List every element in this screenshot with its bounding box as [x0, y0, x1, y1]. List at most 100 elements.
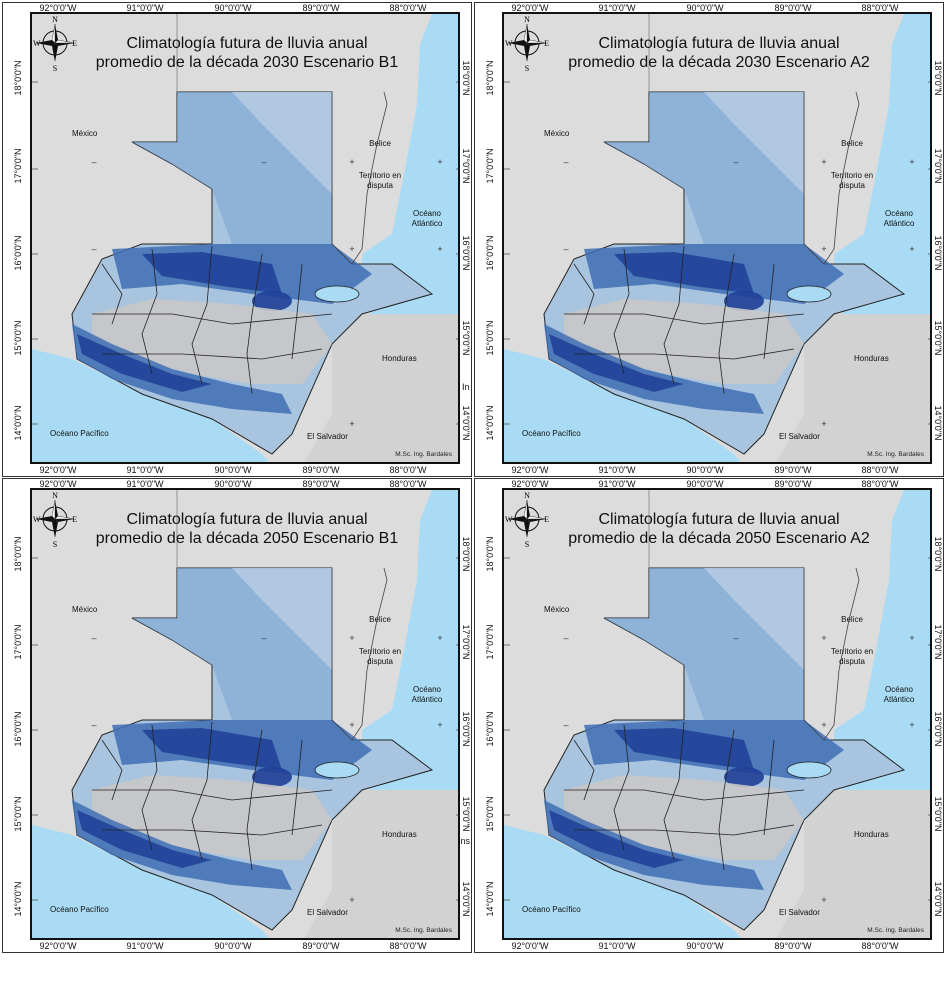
- lon-tick-top: 88°0'0"W: [389, 3, 427, 13]
- map-credit: M.Sc. Ing. Bardales: [395, 927, 452, 934]
- map-panel-2: Climatología futura de lluvia anual prom…: [474, 2, 944, 477]
- lat-tick-left: 14°0'0"N: [13, 405, 23, 441]
- lon-tick-bottom: 90°0'0"W: [686, 465, 724, 475]
- graticule: [504, 557, 930, 901]
- lat-tick-right: 16°0'0"N: [461, 235, 471, 271]
- map-credit: M.Sc. Ing. Bardales: [867, 927, 924, 934]
- lon-tick-bottom: 92°0'0"W: [511, 465, 549, 475]
- label-el-salvador: El Salvador: [779, 432, 820, 441]
- belize-border: [803, 91, 860, 265]
- lon-tick-top: 91°0'0"W: [126, 479, 164, 489]
- map-title-line2: promedio de la década 2030 Escenario A2: [568, 54, 870, 71]
- map-title-line1: Climatología futura de lluvia anual: [126, 511, 368, 528]
- lon-tick-bottom: 90°0'0"W: [214, 941, 252, 951]
- lon-tick-top: 91°0'0"W: [598, 3, 636, 13]
- lat-tick-right: 18°0'0"N: [461, 60, 471, 96]
- lat-tick-right: 17°0'0"N: [461, 624, 471, 660]
- map-frame: Climatología futura de lluvia anual prom…: [502, 488, 932, 940]
- lon-tick-top: 90°0'0"W: [686, 3, 724, 13]
- label-atlantico-1: Océano: [884, 209, 914, 218]
- lake-izabal: [786, 761, 832, 779]
- label-belice: Belice: [841, 139, 863, 148]
- compass-e: E: [544, 515, 549, 524]
- lat-tick-left: 15°0'0"N: [13, 320, 23, 356]
- department-borders: [92, 245, 333, 395]
- lat-tick-left: 16°0'0"N: [13, 711, 23, 747]
- graticule: [504, 81, 930, 425]
- lat-tick-right: 14°0'0"N: [461, 405, 471, 441]
- lon-tick-bottom: 89°0'0"W: [302, 465, 340, 475]
- edge-text-1: In: [462, 382, 470, 392]
- lon-tick-top: 90°0'0"W: [214, 3, 252, 13]
- lat-tick-left: 17°0'0"N: [13, 148, 23, 184]
- department-borders: [564, 245, 805, 395]
- lat-tick-left: 15°0'0"N: [13, 796, 23, 832]
- lon-tick-top: 89°0'0"W: [774, 479, 812, 489]
- map-frame: Climatología futura de lluvia anual prom…: [30, 488, 460, 940]
- lon-tick-top: 89°0'0"W: [302, 479, 340, 489]
- lat-tick-right: 16°0'0"N: [933, 711, 943, 747]
- compass-rose-icon: N S E W: [505, 491, 549, 548]
- lon-tick-top: 92°0'0"W: [39, 479, 77, 489]
- lat-tick-left: 17°0'0"N: [13, 624, 23, 660]
- map-title-line1: Climatología futura de lluvia anual: [598, 511, 840, 528]
- compass-w: W: [505, 515, 513, 524]
- honduras-area: [304, 790, 458, 938]
- lat-tick-right: 15°0'0"N: [933, 320, 943, 356]
- label-mexico: México: [72, 129, 98, 138]
- pacific-ocean: [32, 825, 269, 938]
- map-panel-3: Climatología futura de lluvia anual prom…: [2, 478, 472, 953]
- lon-tick-top: 88°0'0"W: [861, 479, 899, 489]
- lat-tick-left: 16°0'0"N: [13, 235, 23, 271]
- map-frame: Climatología futura de lluvia anual prom…: [30, 12, 460, 464]
- lat-tick-left: 17°0'0"N: [485, 148, 495, 184]
- lat-tick-left: 18°0'0"N: [13, 60, 23, 96]
- lon-tick-top: 92°0'0"W: [39, 3, 77, 13]
- lat-tick-right: 15°0'0"N: [461, 320, 471, 356]
- lon-tick-bottom: 92°0'0"W: [39, 465, 77, 475]
- lon-tick-bottom: 88°0'0"W: [389, 465, 427, 475]
- lat-tick-left: 14°0'0"N: [13, 881, 23, 917]
- lon-tick-bottom: 89°0'0"W: [774, 941, 812, 951]
- compass-rose-icon: N S E W: [33, 15, 77, 72]
- lat-tick-left: 15°0'0"N: [485, 320, 495, 356]
- map-panel-1: Climatología futura de lluvia anual prom…: [2, 2, 472, 477]
- map-title: Climatología futura de lluvia anual prom…: [62, 34, 432, 72]
- department-borders: [92, 721, 333, 871]
- lat-tick-right: 14°0'0"N: [461, 881, 471, 917]
- lon-tick-top: 88°0'0"W: [389, 479, 427, 489]
- lat-tick-right: 15°0'0"N: [933, 796, 943, 832]
- graticule: [32, 81, 458, 425]
- map-canvas: [504, 490, 930, 938]
- compass-n: N: [524, 15, 530, 24]
- lat-tick-right: 14°0'0"N: [933, 405, 943, 441]
- lat-tick-left: 17°0'0"N: [485, 624, 495, 660]
- label-territorio-1: Territorio en: [358, 647, 402, 656]
- lon-tick-top: 92°0'0"W: [511, 3, 549, 13]
- lat-tick-left: 18°0'0"N: [485, 536, 495, 572]
- lake-izabal: [314, 285, 360, 303]
- lon-tick-bottom: 91°0'0"W: [126, 465, 164, 475]
- compass-w: W: [33, 39, 41, 48]
- honduras-area: [776, 314, 930, 462]
- pacific-ocean: [32, 349, 269, 462]
- compass-s: S: [525, 64, 529, 72]
- label-territorio-2: disputa: [839, 657, 865, 666]
- map-credit: M.Sc. Ing. Bardales: [867, 451, 924, 458]
- graticule: [32, 557, 458, 901]
- label-atlantico-2: Atlántico: [411, 695, 443, 704]
- lon-tick-bottom: 89°0'0"W: [302, 941, 340, 951]
- label-mexico: México: [544, 129, 570, 138]
- label-territorio-2: disputa: [839, 181, 865, 190]
- label-atlantico-2: Atlántico: [883, 219, 915, 228]
- lon-tick-top: 89°0'0"W: [774, 3, 812, 13]
- label-atlantico-1: Océano: [412, 209, 442, 218]
- label-territorio-1: Territorio en: [830, 647, 874, 656]
- compass-e: E: [72, 515, 77, 524]
- lat-tick-right: 16°0'0"N: [933, 235, 943, 271]
- label-el-salvador: El Salvador: [307, 908, 348, 917]
- lon-tick-top: 91°0'0"W: [598, 479, 636, 489]
- lat-tick-left: 16°0'0"N: [485, 711, 495, 747]
- edge-text-3: Ins: [458, 836, 471, 846]
- compass-s: S: [53, 540, 57, 548]
